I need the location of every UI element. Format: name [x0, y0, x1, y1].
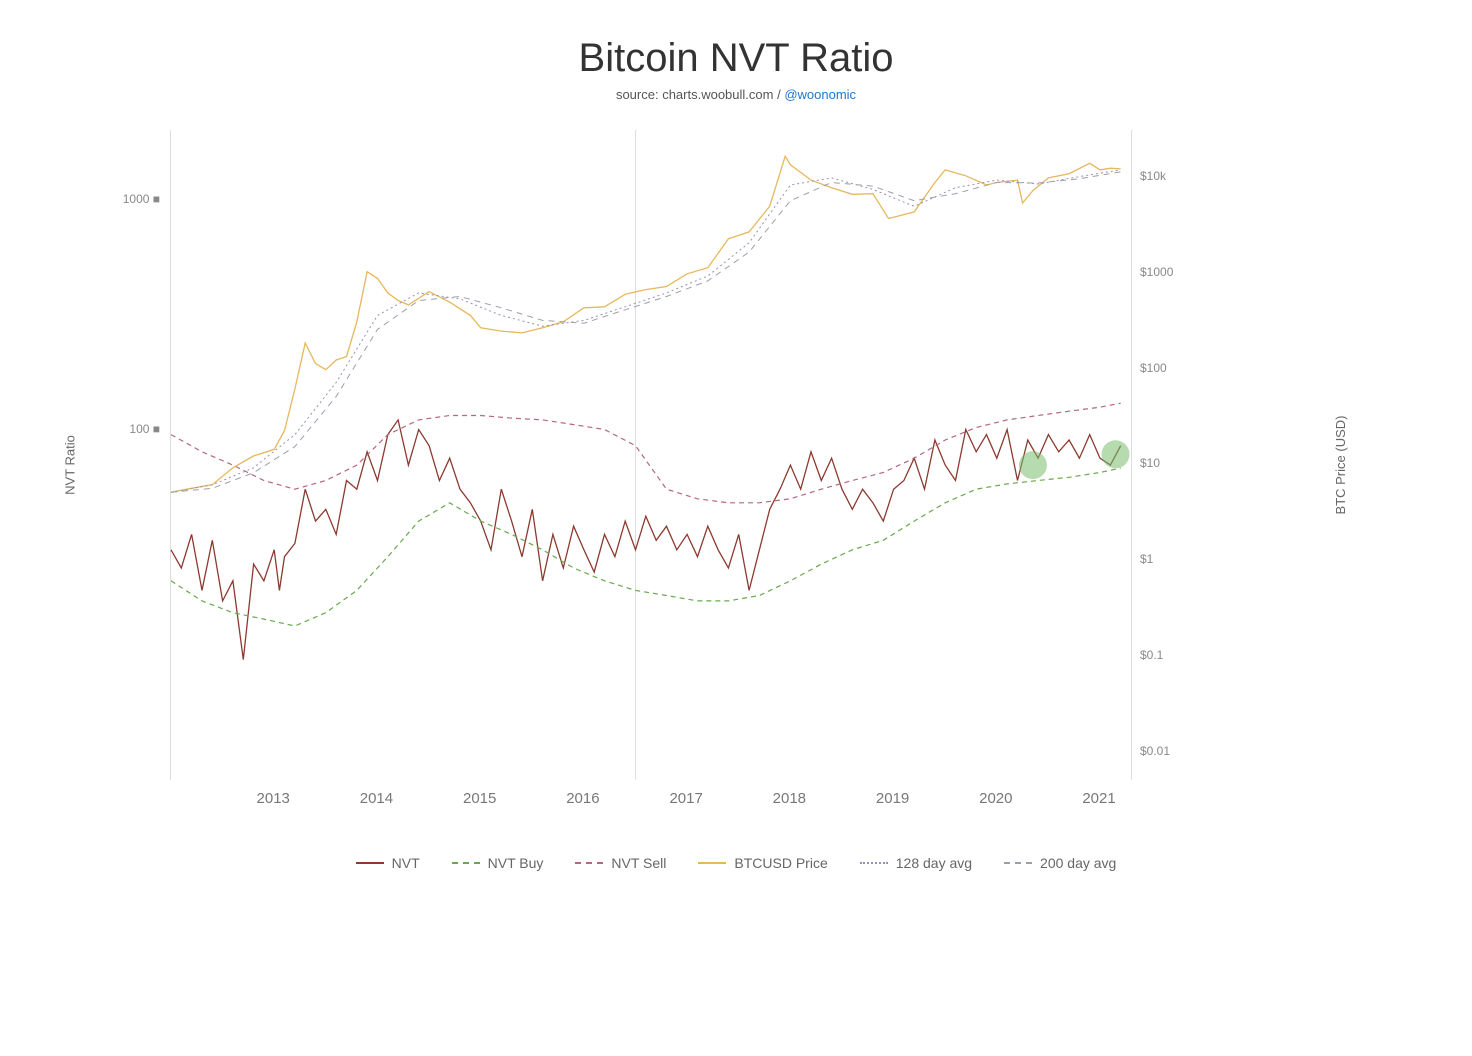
- series-nvt: [171, 420, 1121, 660]
- series-nvt_sell: [171, 403, 1121, 503]
- legend-swatch: [698, 862, 726, 864]
- xtick: 2014: [360, 790, 393, 807]
- subtitle-prefix: source: charts.woobull.com /: [616, 87, 784, 102]
- ytick-right: $1000: [1140, 265, 1200, 279]
- ytick-right: $1: [1140, 552, 1200, 566]
- ytick-right: $10: [1140, 456, 1200, 470]
- ytick-right: $0.1: [1140, 648, 1200, 662]
- xtick: 2017: [669, 790, 702, 807]
- highlight-circle: [1102, 440, 1130, 468]
- xtick: 2019: [876, 790, 909, 807]
- xtick: 2013: [257, 790, 290, 807]
- legend: NVT NVT Buy NVT Sell BTCUSD Price 128 day av…: [0, 855, 1472, 871]
- xtick: 2018: [773, 790, 806, 807]
- legend-swatch: [575, 862, 603, 864]
- legend-item[interactable]: 200 day avg: [1004, 855, 1116, 871]
- plot-area: [170, 130, 1132, 780]
- xtick: 2015: [463, 790, 496, 807]
- series-btc_price: [171, 156, 1121, 492]
- legend-label: 128 day avg: [896, 855, 972, 871]
- xtick: 2016: [566, 790, 599, 807]
- ytick-left: 1000 ■: [50, 192, 160, 206]
- series-ma128: [171, 170, 1121, 492]
- legend-item[interactable]: 128 day avg: [860, 855, 972, 871]
- legend-item[interactable]: NVT: [356, 855, 420, 871]
- ytick-left: 100 ■: [50, 422, 160, 436]
- chart-area: NVT Ratio BTC Price (USD) 100 ■1000 ■$0.…: [50, 130, 1230, 800]
- chart-subtitle: source: charts.woobull.com / @woonomic: [0, 87, 1472, 102]
- left-axis-label: NVT Ratio: [62, 435, 77, 495]
- highlight-circle: [1019, 451, 1047, 479]
- legend-label: NVT Sell: [611, 855, 666, 871]
- legend-swatch: [452, 862, 480, 864]
- legend-label: NVT: [392, 855, 420, 871]
- ytick-right: $10k: [1140, 169, 1200, 183]
- legend-item[interactable]: NVT Buy: [452, 855, 544, 871]
- subtitle-link[interactable]: @woonomic: [784, 87, 856, 102]
- xtick: 2021: [1082, 790, 1115, 807]
- legend-label: BTCUSD Price: [734, 855, 827, 871]
- ytick-right: $100: [1140, 361, 1200, 375]
- chart-title: Bitcoin NVT Ratio: [0, 36, 1472, 81]
- page: Bitcoin NVT Ratio source: charts.woobull…: [0, 0, 1472, 1056]
- legend-swatch: [356, 862, 384, 864]
- chart-svg: [171, 130, 1131, 780]
- series-nvt_buy: [171, 468, 1121, 626]
- ytick-right: $0.01: [1140, 744, 1200, 758]
- legend-item[interactable]: NVT Sell: [575, 855, 666, 871]
- legend-label: NVT Buy: [488, 855, 544, 871]
- legend-swatch: [1004, 862, 1032, 864]
- series-ma200: [171, 172, 1121, 493]
- xtick: 2020: [979, 790, 1012, 807]
- right-axis-label: BTC Price (USD): [1333, 416, 1348, 515]
- legend-swatch: [860, 862, 888, 864]
- legend-label: 200 day avg: [1040, 855, 1116, 871]
- legend-item[interactable]: BTCUSD Price: [698, 855, 827, 871]
